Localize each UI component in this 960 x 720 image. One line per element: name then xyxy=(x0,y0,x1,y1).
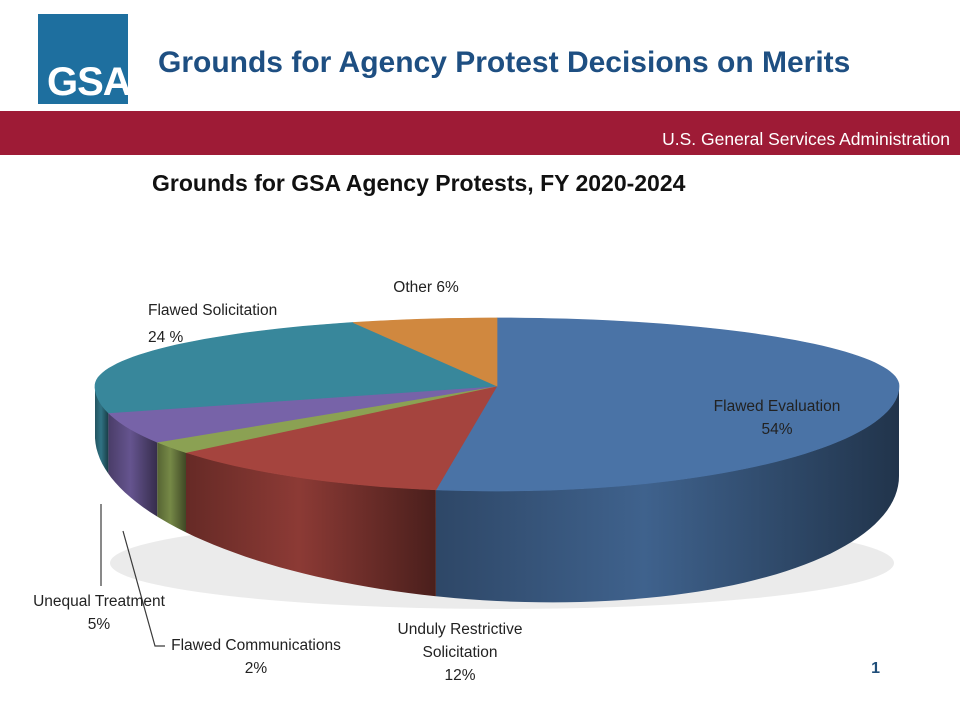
pie-side-flawed-communications xyxy=(157,442,186,533)
gsa-logo: GSA xyxy=(38,14,132,104)
pie-label-flawed-solicitation: Flawed Solicitation 24 % xyxy=(148,302,278,346)
pie-slice-unduly-restrictive-solicitation xyxy=(184,385,498,491)
pie-slices xyxy=(94,317,900,609)
pie-label-flawed-evaluation: Flawed Evaluation 54% xyxy=(713,398,841,438)
chart-title: Grounds for GSA Agency Protests, FY 2020… xyxy=(152,170,686,196)
leader-line-flawed-communications xyxy=(122,530,165,647)
pie-slice-other xyxy=(352,317,498,387)
page-number: 1 xyxy=(871,660,880,677)
pie-side-unduly-restrictive-solicitation xyxy=(186,452,436,597)
agency-name: U.S. General Services Administration xyxy=(662,129,950,149)
pie-side-flawed-evaluation xyxy=(435,386,899,603)
slide-header-title: Grounds for Agency Protest Decisions on … xyxy=(158,46,851,79)
pie-slice-flawed-evaluation xyxy=(435,317,900,492)
pie-slice-unequal-treatment xyxy=(107,385,498,443)
pie-side-unequal-treatment xyxy=(108,412,158,517)
pie-side-flawed-solicitation xyxy=(95,386,109,474)
gsa-logo-text: GSA xyxy=(47,60,132,104)
pie-label-unequal-treatment: Unequal Treatment 5% xyxy=(33,593,165,633)
pie-label-flawed-communications: Flawed Communications 2% xyxy=(171,637,341,677)
maroon-banner: U.S. General Services Administration xyxy=(0,111,960,155)
pie-label-other: Other 6% xyxy=(393,279,459,296)
pie-slice-flawed-solicitation xyxy=(94,322,498,414)
pie-label-unduly-restrictive-solicitation: Unduly Restrictive Solicitation 12% xyxy=(397,621,523,684)
